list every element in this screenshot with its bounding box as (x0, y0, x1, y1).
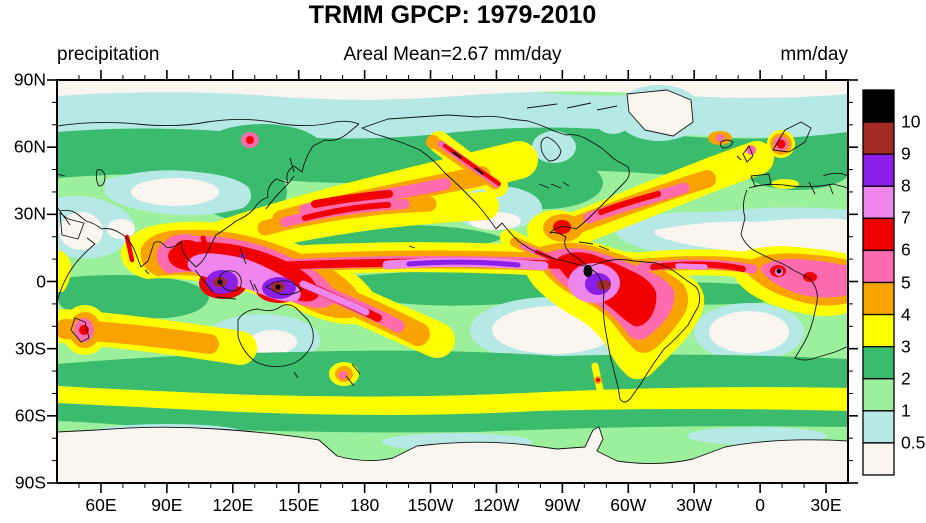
colorbar-label: 5 (901, 272, 911, 292)
colorbar-segment (862, 89, 895, 123)
x-tick-label: 30E (810, 495, 842, 515)
y-tick-label: 60S (14, 405, 46, 426)
colorbar-label: 10 (901, 111, 921, 132)
colorbar-segment (862, 153, 895, 187)
colorbar-segment (862, 249, 895, 284)
colorbar-segment (862, 281, 895, 316)
y-tick-label: 30N (13, 203, 46, 224)
map-svg (57, 80, 848, 483)
colorbar-segment (862, 410, 895, 444)
x-tick-label: 0 (755, 495, 765, 515)
x-tick-label: 30W (676, 495, 713, 515)
colorbar-segment (862, 185, 895, 219)
colorbar-label: 6 (901, 239, 911, 260)
colorbar-segment (862, 217, 895, 252)
colorbar-segment (862, 121, 895, 155)
y-tick-label: 30S (14, 338, 46, 359)
units-label: mm/day (780, 44, 848, 65)
y-tick-label: 60N (13, 136, 46, 157)
colorbar-label: 8 (901, 175, 911, 196)
colorbar-label: 3 (901, 336, 911, 357)
figure-title: TRMM GPCP: 1979-2010 (308, 1, 597, 29)
colorbar-segment (862, 346, 895, 380)
y-tick-label: 90S (14, 472, 46, 493)
colorbar-label: 9 (901, 143, 911, 164)
colorbar-label: 2 (901, 368, 911, 389)
x-tick-label: 120W (473, 495, 520, 515)
colorbar-segment (862, 313, 895, 348)
colorbar-label: 0.5 (901, 432, 926, 453)
fill-contours-layer (57, 80, 848, 483)
x-tick-label: 150W (407, 495, 454, 515)
x-tick-label: 180 (350, 495, 380, 515)
colorbar-label: 7 (901, 207, 911, 228)
colorbar-label: 4 (901, 304, 911, 325)
map-plot (57, 80, 848, 483)
x-tick-label: 60E (85, 495, 117, 515)
y-tick-label: 0 (36, 271, 46, 291)
colorbar (862, 89, 895, 476)
variable-label: precipitation (57, 44, 160, 65)
x-tick-label: 120E (212, 495, 254, 515)
x-tick-label: 90W (544, 495, 581, 515)
colorbar-label: 1 (901, 400, 911, 421)
areal-mean-label: Areal Mean=2.67 mm/day (343, 44, 562, 65)
y-tick-label: 90N (13, 69, 46, 90)
x-tick-label: 60W (610, 495, 647, 515)
x-tick-label: 90E (151, 495, 183, 515)
colorbar-segment (862, 378, 895, 412)
colorbar-segment (862, 442, 895, 476)
x-tick-label: 150E (278, 495, 320, 515)
